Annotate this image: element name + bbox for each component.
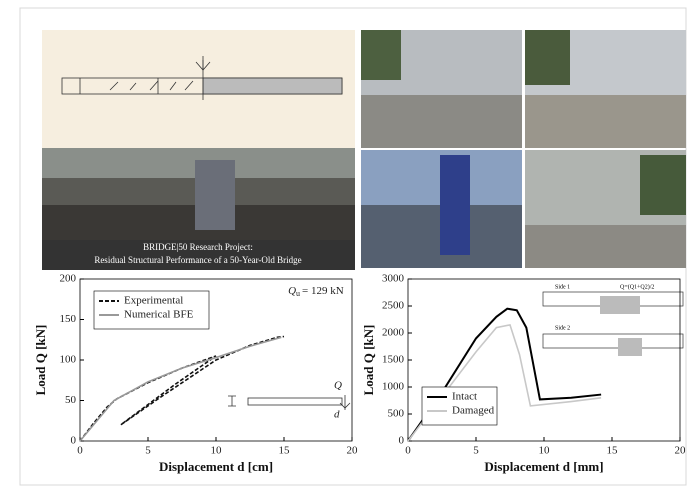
x-axis-label: Displacement d [cm] (159, 459, 273, 474)
figure: BRIDGE|50 Research Project: Residual Str… (0, 0, 687, 486)
y-tick-label: 200 (60, 273, 77, 285)
y-tick-label: 0 (71, 435, 77, 447)
y-tick-label: 1500 (382, 354, 405, 366)
photo-column (195, 160, 235, 230)
legend-label: Damaged (452, 405, 495, 417)
y-tick-label: 500 (388, 408, 405, 420)
caption: BRIDGE|50 Research Project: (143, 242, 253, 252)
annotation-text: = 129 kN (302, 285, 344, 297)
inset-label: Q=(Q1+Q2)/2 (620, 283, 654, 290)
x-axis-label: Displacement d [mm] (484, 459, 603, 474)
x-tick-label: 5 (145, 445, 151, 457)
y-tick-label: 1000 (382, 381, 405, 393)
y-tick-label: 2000 (382, 327, 405, 339)
x-tick-label: 0 (77, 445, 83, 457)
x-tick-label: 5 (473, 445, 479, 457)
inset-label: Q (334, 380, 342, 392)
y-tick-label: 0 (399, 435, 405, 447)
x-tick-label: 10 (211, 445, 223, 457)
x-tick-label: 0 (405, 445, 411, 457)
x-tick-label: 20 (675, 445, 687, 457)
y-tick-label: 100 (60, 354, 77, 366)
annotation-subscript: u (296, 289, 300, 298)
caption: Residual Structural Performance of a 50-… (94, 255, 301, 265)
legend-label: Intact (452, 391, 477, 403)
photo (525, 95, 686, 148)
annotation-symbol: Q (288, 285, 296, 297)
photo (525, 30, 570, 85)
x-tick-label: 20 (347, 445, 359, 457)
inset-label: d (334, 409, 340, 421)
photo (440, 155, 470, 255)
y-tick-label: 50 (65, 394, 77, 406)
y-axis-label: Load Q [kN] (361, 325, 376, 396)
photo (640, 155, 686, 215)
legend-label: Experimental (124, 295, 183, 307)
y-tick-label: 2500 (382, 300, 405, 312)
x-tick-label: 10 (539, 445, 551, 457)
inset-label: Side 1 (555, 284, 570, 290)
y-tick-label: 3000 (382, 273, 405, 285)
x-tick-label: 15 (607, 445, 619, 457)
photo (361, 95, 522, 148)
y-axis-label: Load Q [kN] (33, 325, 48, 396)
y-tick-label: 150 (60, 313, 77, 325)
x-tick-label: 15 (279, 445, 291, 457)
photo (525, 225, 686, 268)
inset-label: Side 2 (555, 325, 570, 331)
photo (361, 30, 401, 80)
legend-label: Numerical BFE (124, 309, 194, 321)
